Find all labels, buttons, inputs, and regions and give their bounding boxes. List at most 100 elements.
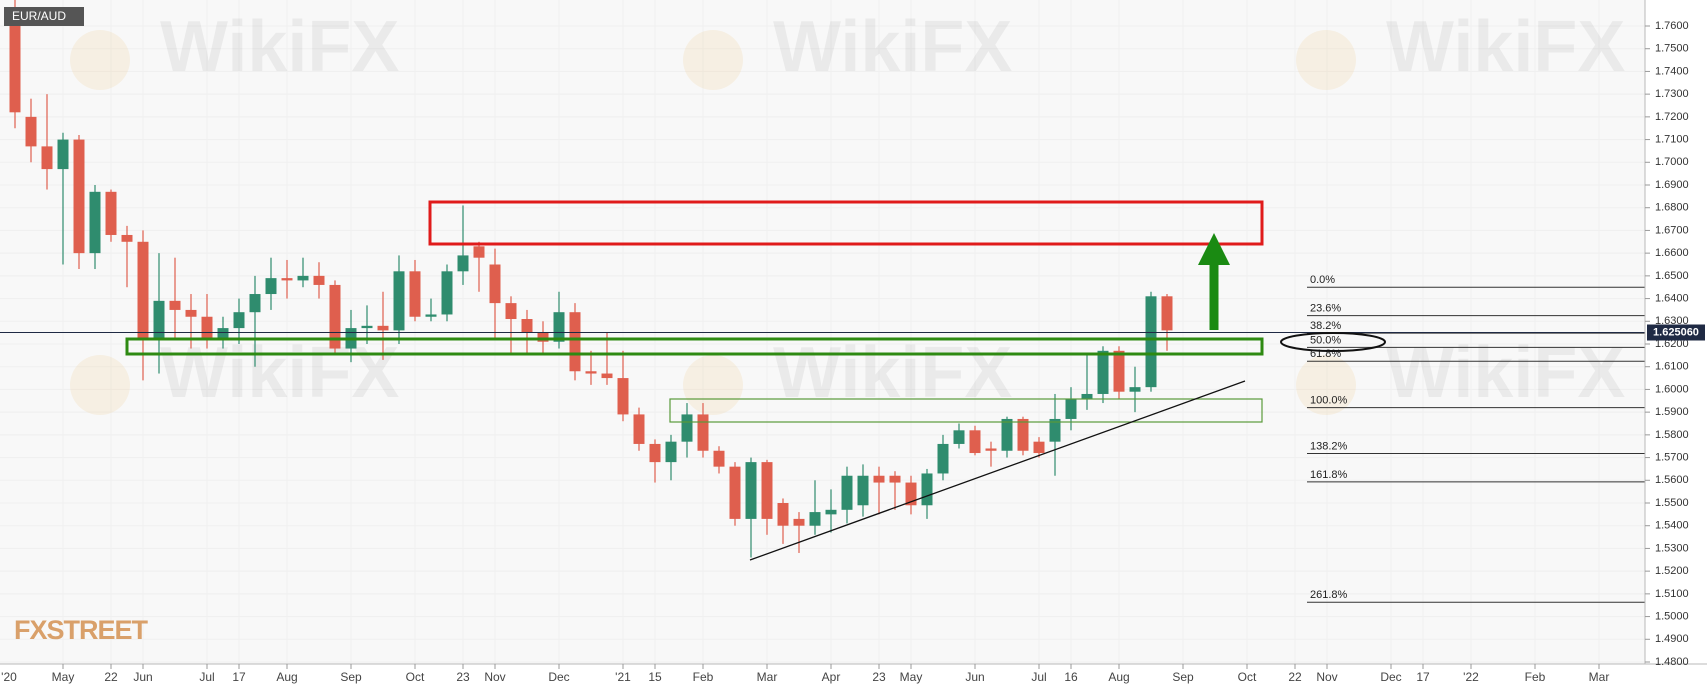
candle-body (857, 475, 869, 506)
plot-area (0, 0, 1645, 664)
watermark-logo (70, 355, 130, 415)
candle-body (713, 450, 725, 467)
arrow-head (1198, 233, 1230, 265)
candle-body (505, 303, 517, 320)
candle-body (473, 246, 485, 258)
y-tick-label: 1.6200 (1655, 338, 1689, 350)
candle-body (569, 312, 581, 372)
y-tick-label: 1.4800 (1655, 656, 1689, 668)
grid (0, 0, 1645, 664)
candle-body (889, 475, 901, 483)
candle-body (25, 116, 37, 147)
fib-label: 138.2% (1310, 440, 1348, 452)
fxstreet-logo: FXSTREET (14, 615, 149, 645)
watermark-logo (683, 355, 743, 415)
y-tick-label: 1.7600 (1655, 20, 1689, 32)
x-tick-label: Apr (822, 670, 841, 684)
candle-body (809, 512, 821, 526)
candle-body (841, 475, 853, 510)
x-tick-label: Feb (1525, 670, 1546, 684)
candle-body (985, 448, 997, 451)
candle-body (169, 300, 181, 310)
x-tick-label: '22 (1463, 670, 1479, 684)
candle-body (73, 139, 85, 254)
candle-body (1065, 398, 1077, 419)
y-tick-label: 1.5200 (1655, 565, 1689, 577)
x-tick-label: Feb (693, 670, 714, 684)
demand-box (669, 398, 1263, 423)
candle-body (361, 325, 373, 329)
y-tick-label: 1.5400 (1655, 520, 1689, 532)
x-tick-label: Jul (199, 670, 214, 684)
candle-body (537, 332, 549, 342)
fib-label: 50.0% (1310, 334, 1341, 346)
candle-body (57, 139, 69, 170)
watermark-logo (70, 30, 130, 90)
x-tick-label: May (900, 670, 923, 684)
fib-label: 38.2% (1310, 320, 1341, 332)
watermark: WikiFX (1386, 7, 1625, 87)
y-tick-label: 1.6600 (1655, 247, 1689, 259)
watermarks: WikiFX WikiFX WikiFX WikiFX WikiFX WikiF… (70, 7, 1625, 415)
candle-body (1113, 350, 1125, 392)
x-tick-label: '20 (1, 670, 17, 684)
y-tick-label: 1.6700 (1655, 224, 1689, 236)
candle-body (553, 312, 565, 342)
x-tick-label: 22 (1288, 670, 1302, 684)
candle-body (409, 271, 421, 317)
y-tick-label: 1.5100 (1655, 588, 1689, 600)
candle-body (329, 284, 341, 349)
candle-body (905, 482, 917, 506)
fib-label: 100.0% (1310, 395, 1348, 407)
y-tick-label: 1.6800 (1655, 202, 1689, 214)
last-price-label: 1.625060 (1653, 326, 1699, 338)
fib-label: 161.8% (1310, 469, 1348, 481)
candle-body (233, 312, 245, 329)
candle-body (521, 319, 533, 333)
y-tick-label: 1.7300 (1655, 88, 1689, 100)
x-tick-label: 23 (872, 670, 886, 684)
candle-body (873, 475, 885, 483)
candle-body (393, 271, 405, 331)
candle-body (761, 462, 773, 519)
candle-body (585, 371, 597, 374)
candle-body (1001, 418, 1013, 451)
x-tick-label: Oct (1238, 670, 1257, 684)
x-tick-label: Oct (406, 670, 425, 684)
candle-body (137, 241, 149, 340)
y-tick-label: 1.6500 (1655, 270, 1689, 282)
x-tick-label: 17 (1416, 670, 1430, 684)
candle-body (601, 373, 613, 379)
candle-body (1145, 296, 1157, 388)
watermark: WikiFX (1386, 333, 1625, 413)
y-tick-label: 1.6900 (1655, 179, 1689, 191)
candle-body (1161, 296, 1173, 331)
x-tick-label: Aug (1108, 670, 1129, 684)
support-box (125, 337, 1264, 356)
candle-body (681, 414, 693, 442)
watermark: WikiFX (160, 333, 399, 413)
symbol-label: EUR/AUD (12, 9, 66, 23)
x-tick-label: 15 (648, 670, 662, 684)
y-tick-label: 1.7400 (1655, 65, 1689, 77)
trend-line (749, 380, 1246, 561)
y-tick-label: 1.5900 (1655, 406, 1689, 418)
candle-body (969, 430, 981, 454)
x-tick-label: Sep (340, 670, 362, 684)
x-tick-label: Jun (965, 670, 984, 684)
x-tick-label: Sep (1172, 670, 1194, 684)
symbol-box (4, 7, 84, 26)
x-tick-label: Nov (484, 670, 505, 684)
y-tick-label: 1.7000 (1655, 156, 1689, 168)
candle-body (41, 146, 53, 170)
candle-body (825, 509, 837, 515)
candle-body (793, 518, 805, 526)
candle-body (425, 314, 437, 317)
y-tick-label: 1.5800 (1655, 429, 1689, 441)
candle-body (777, 503, 789, 526)
x-tick-label: Dec (1380, 670, 1401, 684)
highlight-ellipse (1280, 332, 1386, 352)
candle-body (729, 466, 741, 519)
resistance-box (428, 200, 1264, 246)
